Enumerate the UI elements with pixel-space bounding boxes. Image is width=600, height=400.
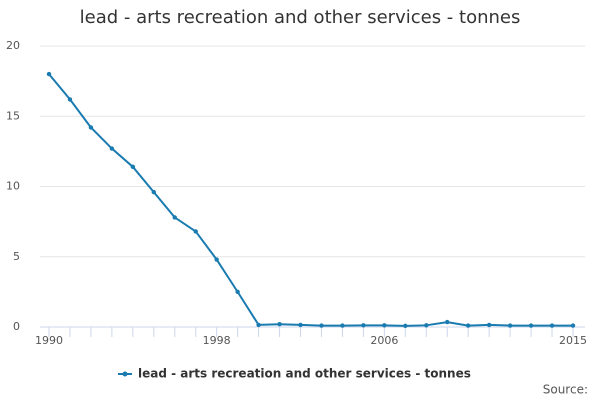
y-tick-label: 0: [13, 320, 20, 333]
data-point: [382, 323, 387, 328]
source: Source:: [543, 383, 588, 397]
data-point: [277, 321, 282, 327]
y-tick-label: 20: [6, 39, 20, 52]
data-point: [340, 323, 345, 328]
data-point: [549, 323, 555, 328]
data-point: [424, 323, 429, 328]
data-point: [298, 322, 303, 328]
data-point: [214, 257, 219, 262]
y-tick-label: 10: [6, 180, 20, 193]
chart-title: lead - arts recreation and other service…: [80, 7, 521, 28]
data-point: [570, 323, 576, 328]
data-point: [528, 323, 534, 328]
data-point: [151, 189, 156, 195]
x-tick-label: 1998: [203, 334, 231, 347]
data-point: [361, 323, 366, 328]
data-point: [403, 323, 408, 329]
data-point: [46, 71, 52, 77]
data-point: [88, 125, 94, 130]
data-point: [319, 323, 324, 328]
x-tick-label: 2006: [370, 334, 398, 347]
legend-marker: [122, 371, 128, 377]
data-point: [193, 229, 198, 234]
x-tick-label: 2015: [559, 334, 587, 347]
data-point: [172, 215, 177, 220]
data-point: [130, 164, 136, 170]
data-line: [48, 73, 573, 327]
data-point: [466, 323, 471, 328]
data-point: [445, 319, 450, 325]
data-point: [235, 289, 240, 295]
x-tick-label: 1990: [35, 334, 63, 347]
data-point: [67, 97, 73, 102]
data-point: [109, 146, 115, 151]
legend-label: lead - arts recreation and other service…: [138, 367, 471, 381]
y-tick-label: 15: [6, 109, 20, 122]
data-point: [507, 323, 513, 328]
y-tick-label: 5: [13, 250, 20, 263]
data-point: [486, 322, 492, 328]
data-point: [256, 322, 261, 328]
